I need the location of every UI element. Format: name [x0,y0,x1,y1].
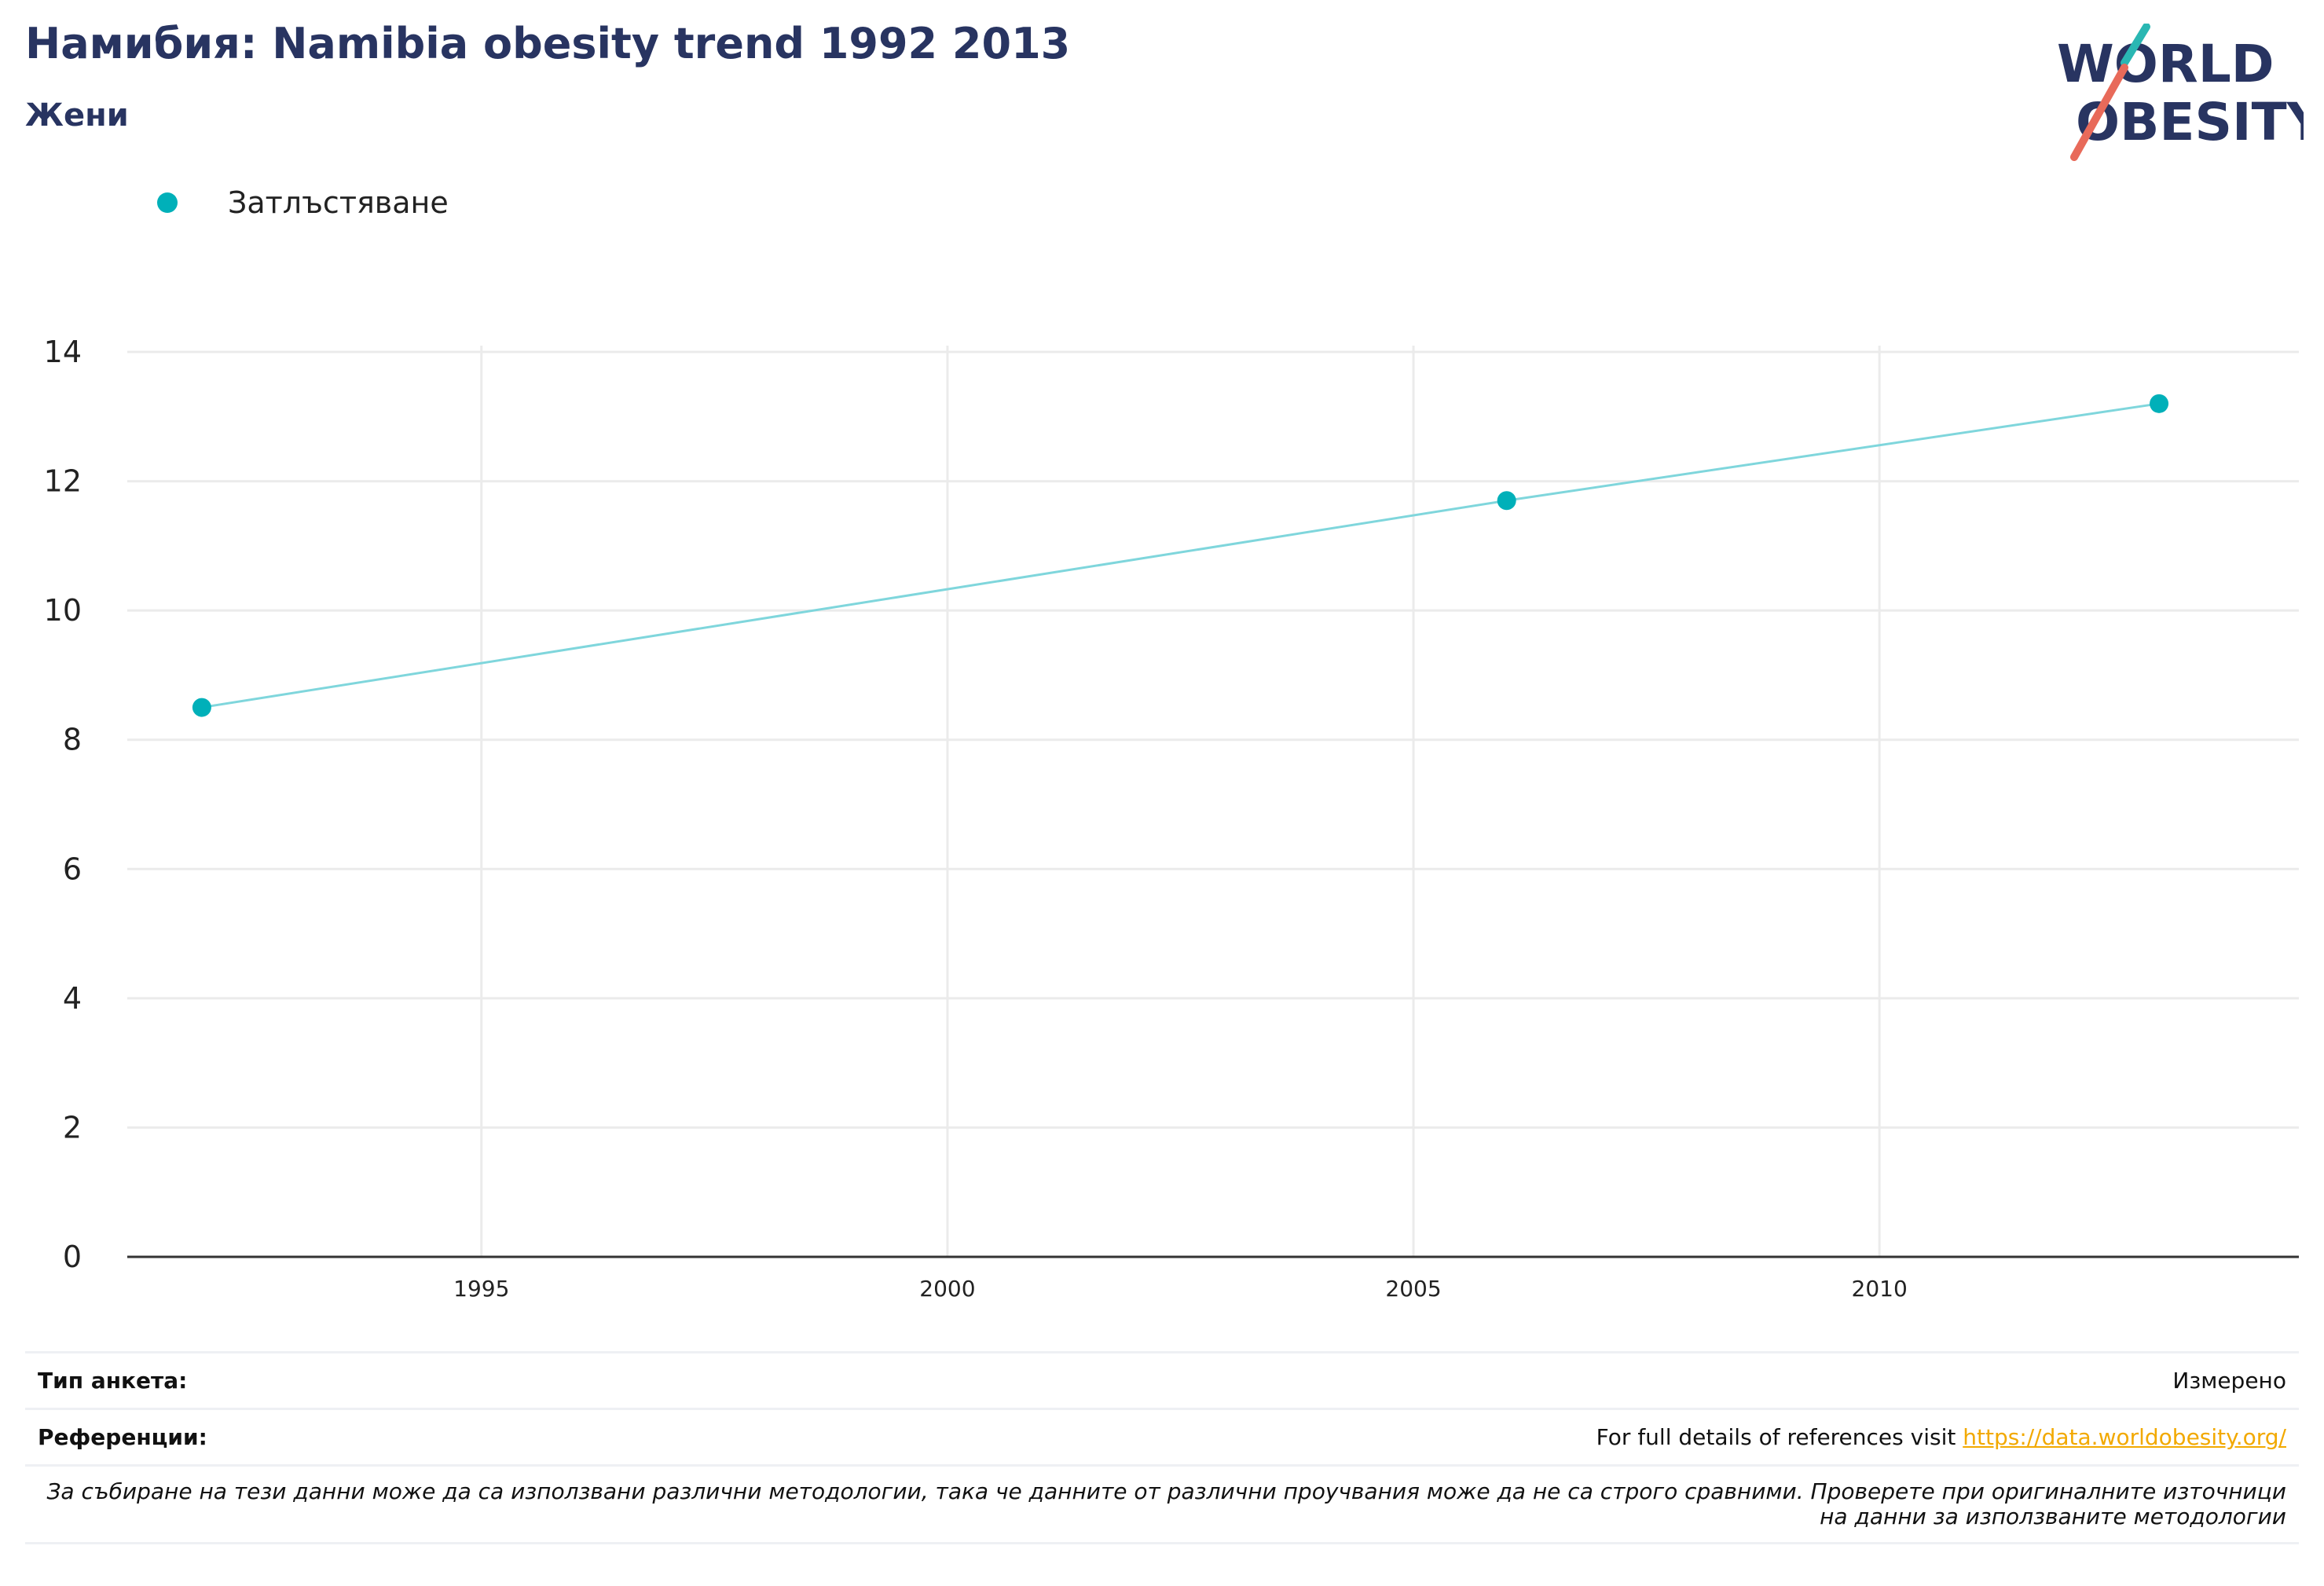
world-obesity-logo: WORLD OBESITY [2057,24,2304,161]
survey-type-value: Измерено [2172,1368,2286,1394]
series-line [201,402,2160,709]
survey-type-label: Тип анкета: [38,1368,188,1394]
data-point [2150,394,2169,413]
y-tick-label: 8 [63,723,82,757]
chart-title: Намибия: Namibia obesity trend 1992 2013 [25,19,1071,68]
y-tick-label: 4 [63,981,82,1016]
chart-subtitle: Жени [25,97,129,134]
chart-legend[interactable]: Затлъстяване [157,181,449,225]
references-label: Референции: [38,1424,207,1450]
y-tick-label: 12 [44,464,82,499]
y-tick-label: 10 [44,593,82,628]
chart-footer: Тип анкета: Измерено Референции: For ful… [25,1351,2299,1544]
survey-type-row: Тип анкета: Измерено [25,1351,2299,1408]
references-link[interactable]: https://data.worldobesity.org/ [1963,1424,2286,1450]
logo-slash-teal [2121,24,2150,67]
references-row: Референции: For full details of referenc… [25,1408,2299,1464]
references-value: For full details of references visit htt… [1596,1424,2286,1450]
data-point [1497,491,1516,511]
legend-marker [157,192,178,213]
logo-word-world: WORLD [2057,34,2275,94]
x-tick-label: 2010 [1852,1276,1908,1302]
legend-label: Затлъстяване [228,185,449,220]
y-tick-label: 2 [63,1110,82,1145]
references-text: For full details of references visit [1596,1424,1963,1450]
x-tick-label: 1995 [453,1276,509,1302]
logo-word-obesity: OBESITY [2076,92,2304,152]
line-chart: 0 2 4 6 8 10 12 14 1995 2000 2005 2010 [44,335,2299,1302]
methodology-note: За събиране на тези данни може да са изп… [46,1478,2286,1529]
logo-slash-red [2070,64,2128,161]
y-tick-label: 0 [63,1240,82,1274]
data-point [192,698,211,717]
x-tick-label: 2000 [919,1276,975,1302]
methodology-note-row: За събиране на тези данни може да са изп… [25,1464,2299,1544]
x-tick-label: 2005 [1385,1276,1441,1302]
y-tick-label: 6 [63,852,82,886]
y-tick-label: 14 [44,335,82,369]
